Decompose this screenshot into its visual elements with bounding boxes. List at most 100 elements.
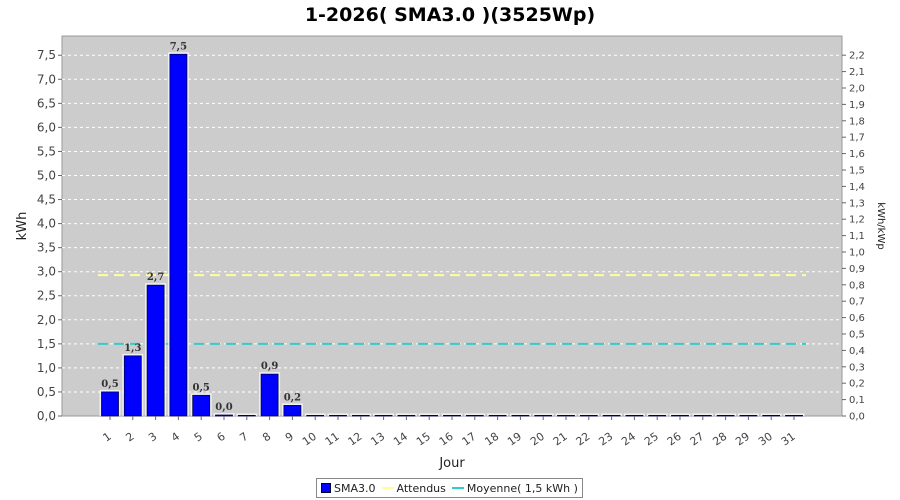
bar	[215, 414, 233, 417]
bar	[625, 414, 644, 417]
bar	[351, 414, 370, 417]
legend-item-moyenne: Moyenne( 1,5 kWh )	[451, 481, 578, 495]
bar	[237, 414, 256, 417]
legend-item-sma: SMA3.0	[321, 482, 376, 495]
legend-swatch-attendus	[381, 487, 394, 489]
data-label: 0,0	[215, 402, 232, 413]
x-tick-label: 4	[169, 430, 182, 445]
bar	[534, 414, 553, 417]
legend-label-sma: SMA3.0	[334, 481, 376, 495]
y-right-tick-label: 0,3	[849, 362, 865, 373]
data-labels: 0,5 1,3 2,7 7,5 0,5 0,0 0,9 0,2	[101, 41, 301, 413]
data-label: 2,7	[147, 272, 164, 283]
bar-outline	[555, 413, 577, 416]
bar-outline	[760, 413, 782, 416]
x-tick-label: 28	[710, 430, 729, 449]
bar	[283, 405, 302, 417]
x-tick-label: 17	[460, 430, 479, 449]
legend-label-attendus: Attendus	[396, 481, 446, 495]
bar-outline	[327, 413, 349, 416]
bar	[579, 414, 598, 417]
bar-outline	[669, 413, 691, 416]
y-tick-label: 3,0	[37, 265, 56, 279]
bar	[443, 414, 461, 417]
y-axis-right-label: kWh/kWp	[875, 202, 886, 249]
bar-outline	[418, 413, 440, 416]
x-tick-label: 15	[414, 430, 433, 449]
bar-outline	[578, 413, 600, 416]
y-right-tick-label: 0,5	[849, 329, 865, 340]
bar	[192, 394, 211, 417]
x-axis-label: Jour	[438, 456, 465, 471]
bar	[101, 391, 119, 417]
x-tick-label: 18	[482, 430, 501, 449]
data-label: 0,2	[284, 392, 301, 403]
x-tick-label: 20	[528, 430, 547, 449]
chart-title: 1-2026( SMA3.0 )(3525Wp)	[304, 4, 596, 26]
y-right-tick-label: 0,2	[849, 379, 865, 390]
bar-outline	[213, 413, 235, 416]
y-axis-label: kWh	[15, 212, 30, 241]
x-tick-label: 26	[665, 430, 684, 449]
x-tick-label: 21	[551, 430, 570, 449]
y-right-tick-label: 0,4	[849, 346, 865, 357]
y-tick-label: 0,0	[37, 409, 56, 423]
y-right-tick-label: 1,2	[849, 215, 865, 226]
y-right-tick-label: 1,3	[849, 198, 865, 209]
bar	[785, 414, 803, 417]
x-tick-label: 11	[323, 430, 342, 449]
legend-label-moyenne: Moyenne( 1,5 kWh )	[466, 481, 578, 495]
bar-outline	[783, 413, 805, 416]
x-tick-label: 23	[596, 430, 615, 449]
y-tick-label: 5,0	[37, 168, 56, 182]
bar	[693, 414, 712, 417]
y-right-tick-label: 2,1	[849, 67, 865, 78]
x-tick-label: 5	[192, 430, 205, 445]
grid	[62, 54, 842, 393]
bar	[671, 414, 689, 417]
x-tick-label: 14	[391, 430, 410, 449]
data-label: 0,9	[261, 361, 278, 372]
y-tick-label: 1,0	[37, 361, 56, 375]
data-label: 0,5	[101, 379, 118, 390]
bar-outline	[623, 413, 645, 416]
y-right-tick-label: 2,2	[849, 51, 865, 62]
bar-outline	[373, 413, 395, 416]
bar	[716, 414, 735, 417]
y-right-tick-label: 0,0	[849, 412, 865, 423]
y-tick-label: 6,5	[37, 96, 56, 110]
y-right-tick-label: 1,5	[849, 165, 865, 176]
reference-lines	[98, 274, 806, 345]
legend-swatch-sma	[321, 483, 331, 493]
bar	[374, 414, 393, 417]
y-right-tick-label: 1,1	[849, 231, 865, 242]
bar	[465, 414, 484, 417]
y-tick-label: 4,5	[37, 193, 56, 207]
y-axis-right-ticks: 0,0 0,1 0,2 0,3 0,4 0,5 0,6 0,7 0,8 0,9 1,0 1,1 1,2 1…	[842, 51, 865, 423]
x-axis-ticks: 1 2 3 4 5 6 7 8 9 10 11 12 13 14 15 16 17 18 19 20 21 22 23 24 2…	[101, 416, 798, 448]
bar-outline	[304, 413, 326, 416]
plot-area	[61, 35, 843, 417]
bar-outline	[441, 413, 463, 416]
y-right-tick-label: 1,0	[849, 247, 865, 258]
bar	[420, 414, 439, 417]
x-tick-label: 13	[368, 430, 387, 449]
x-tick-label: 7	[237, 430, 250, 445]
legend-swatch-moyenne	[451, 487, 464, 489]
bar	[557, 414, 575, 417]
y-tick-label: 0,5	[37, 385, 56, 399]
y-tick-label: 2,5	[37, 289, 56, 303]
y-tick-label: 7,5	[37, 48, 56, 62]
bar	[123, 355, 142, 417]
bar-outline	[464, 413, 486, 416]
x-tick-label: 29	[733, 430, 752, 449]
data-label: 1,3	[124, 343, 141, 354]
y-right-tick-label: 1,6	[849, 149, 865, 160]
bar-outline	[692, 413, 714, 416]
x-tick-label: 30	[756, 430, 775, 449]
bar-outline	[737, 413, 759, 416]
y-right-tick-label: 1,4	[849, 182, 865, 193]
y-right-tick-label: 0,8	[849, 280, 865, 291]
legend: SMA3.0 Attendus Moyenne( 1,5 kWh )	[316, 478, 583, 498]
